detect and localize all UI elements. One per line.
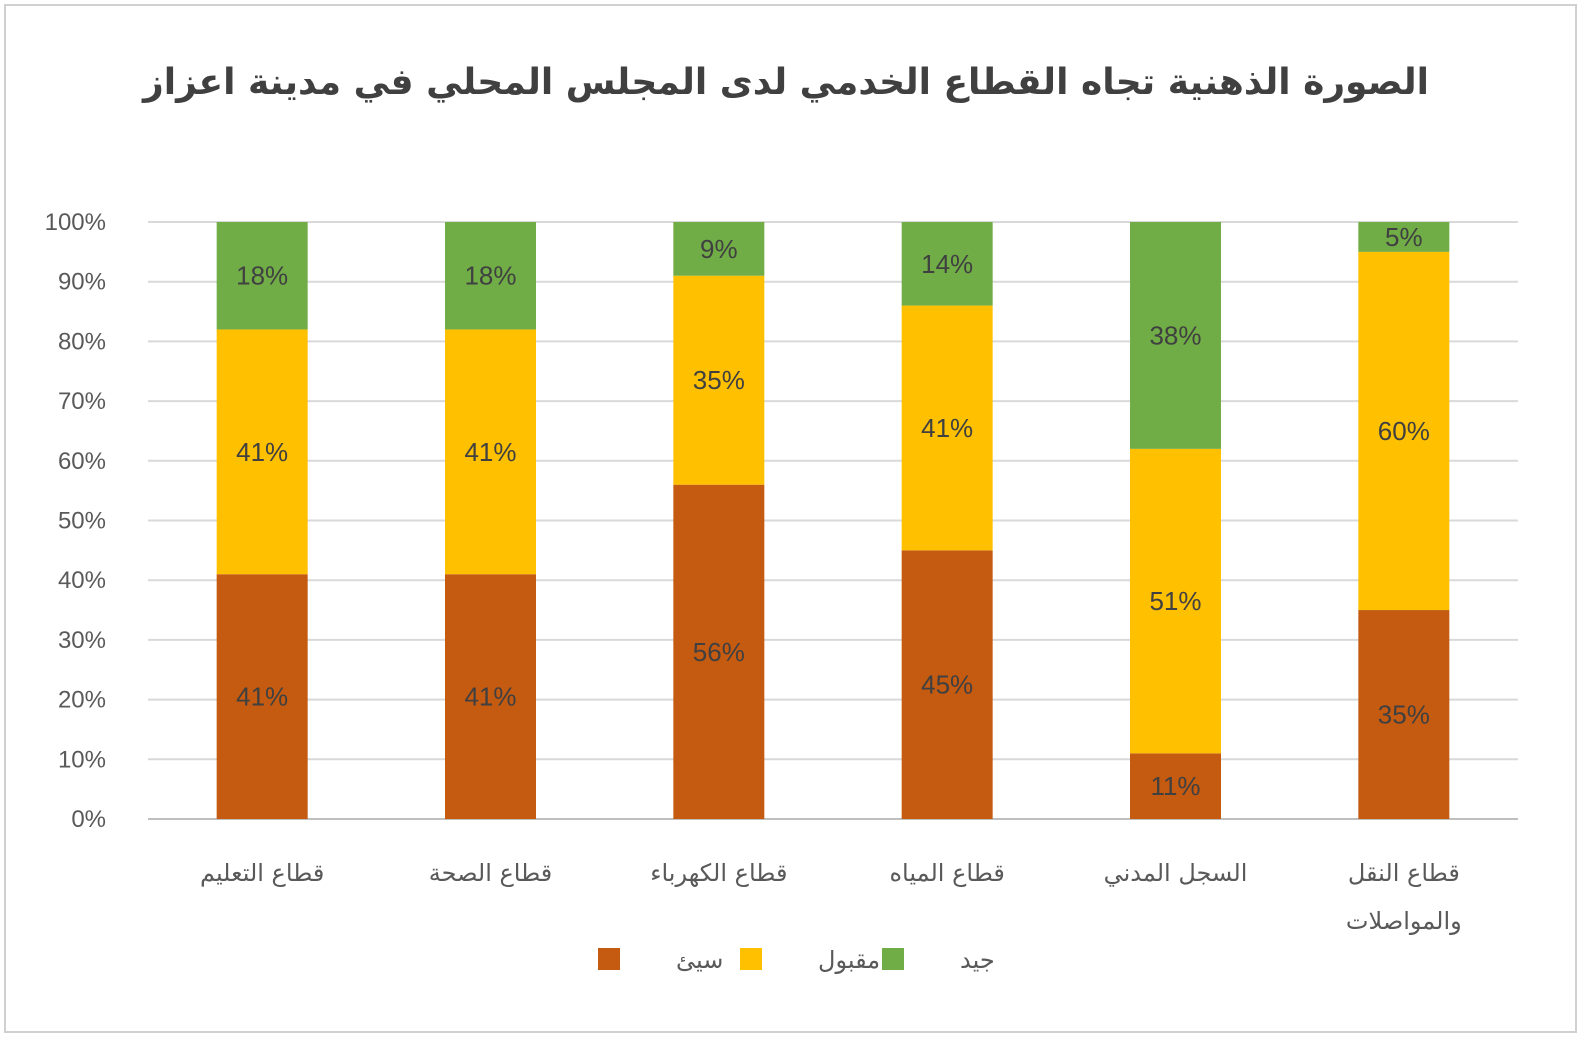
bar-segment	[901, 305, 993, 551]
bar-segment	[901, 222, 993, 306]
bar-segment	[1130, 753, 1221, 819]
gridlines	[148, 221, 1518, 820]
data-label: 41%	[236, 682, 288, 712]
category-label: قطاع الصحة	[429, 859, 553, 887]
category-label: قطاع المياه	[889, 859, 1004, 887]
category-label: والمواصلات	[1346, 907, 1462, 935]
data-label: 56%	[693, 637, 745, 667]
y-tick-label: 40%	[58, 567, 106, 594]
chart-frame: الصورة الذهنية تجاه القطاع الخدمي لدى ال…	[4, 4, 1577, 1033]
bar-segment	[216, 329, 308, 575]
bar-segment	[445, 222, 536, 330]
bar-segment	[445, 574, 536, 819]
data-label: 35%	[1378, 700, 1430, 730]
bars	[216, 222, 1450, 819]
legend-swatch	[598, 948, 620, 970]
data-label: 41%	[464, 437, 516, 467]
category-label: قطاع الكهرباء	[650, 859, 787, 887]
bar-segment	[1358, 610, 1450, 819]
category-label: قطاع التعليم	[200, 859, 324, 887]
legend: جيد مقبول سيئ	[598, 946, 995, 974]
y-tick-label: 30%	[58, 627, 106, 654]
y-tick-label: 0%	[71, 806, 106, 833]
bar-segment	[1130, 222, 1221, 449]
bar-segment	[216, 222, 308, 330]
y-tick-label: 70%	[58, 388, 106, 415]
legend-label: سيئ	[676, 946, 723, 974]
data-label: 11%	[1150, 771, 1200, 801]
y-tick-label: 90%	[58, 269, 106, 296]
category-label: قطاع النقل	[1348, 859, 1460, 887]
y-tick-label: 60%	[58, 448, 106, 475]
data-label: 5%	[1385, 222, 1423, 252]
bar-segment	[1358, 251, 1450, 611]
bar-segment	[1358, 222, 1450, 252]
legend-label: جيد	[960, 946, 995, 974]
data-label: 51%	[1149, 586, 1201, 616]
y-tick-label: 50%	[58, 508, 106, 535]
bar-segment	[901, 550, 993, 819]
legend-swatch	[740, 948, 762, 970]
bar-segment	[216, 574, 308, 819]
bar-segment	[673, 275, 765, 485]
category-label: السجل المدني	[1104, 859, 1248, 887]
bar-segment	[445, 329, 536, 575]
y-tick-label: 80%	[58, 328, 106, 355]
data-label: 41%	[236, 437, 288, 467]
data-label: 18%	[464, 261, 516, 291]
legend-label: مقبول	[818, 946, 880, 974]
y-tick-label: 100%	[45, 209, 106, 236]
chart-svg: الصورة الذهنية تجاه القطاع الخدمي لدى ال…	[45, 62, 1518, 974]
y-tick-label: 10%	[58, 746, 106, 773]
data-label: 9%	[700, 234, 738, 264]
x-axis-categories: قطاع التعليم قطاع الصحة قطاع الكهرباء قطاع …	[200, 859, 1462, 935]
chart-title: الصورة الذهنية تجاه القطاع الخدمي لدى ال…	[141, 62, 1429, 103]
bar-segment	[673, 222, 765, 276]
data-labels: 41% 41% 18% 41% 41% 18% 56% 35% 9% 45% 41% 14% 11% 51…	[236, 222, 1430, 801]
data-label: 14%	[921, 249, 973, 279]
data-label: 38%	[1149, 320, 1201, 350]
y-axis-ticks: 0% 10% 20% 30% 40% 50% 60% 70% 80% 90% 100%	[45, 209, 106, 833]
bar-segment	[673, 484, 765, 819]
data-label: 18%	[236, 261, 288, 291]
y-tick-label: 20%	[58, 687, 106, 714]
bar-segment	[1130, 448, 1221, 754]
data-label: 41%	[921, 413, 973, 443]
legend-swatch	[882, 948, 904, 970]
data-label: 60%	[1378, 416, 1430, 446]
data-label: 35%	[693, 365, 745, 395]
data-label: 41%	[464, 682, 516, 712]
data-label: 45%	[921, 670, 973, 700]
